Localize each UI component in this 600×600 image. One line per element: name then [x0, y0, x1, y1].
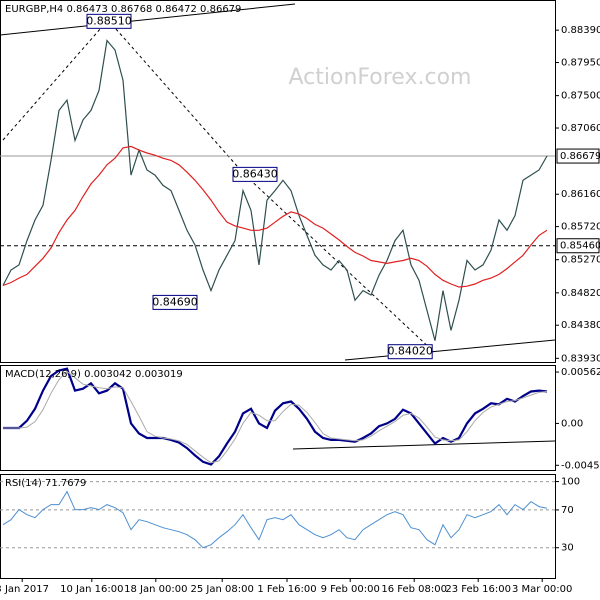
x-tick-label: 16 Feb 08:00	[381, 584, 447, 595]
trendline	[0, 3, 296, 36]
y-tick-label: 0.005627	[561, 367, 600, 378]
x-tick-label: 3 Mar 00:00	[512, 584, 572, 595]
y-tick-label: 70	[561, 505, 574, 516]
y-tick-label: 0.87950	[561, 58, 600, 69]
panel-title: RSI(14) 71.7679	[5, 478, 86, 489]
y-tick-label: -0.004586	[561, 460, 600, 471]
x-tick-label: 10 Jan 16:00	[60, 584, 123, 595]
y-tick-label: 0.83930	[561, 353, 600, 364]
annotation-label: 0.84690	[152, 295, 198, 308]
x-tick-label: 23 Feb 16:00	[445, 584, 511, 595]
annotation-label: 0.88510	[86, 14, 132, 27]
panel-title: EURGBP,H4 0.86473 0.86768 0.86472 0.8667…	[5, 4, 241, 15]
level-label: 0.86679	[560, 151, 600, 162]
y-tick-label: 0.87500	[561, 91, 600, 102]
panel-title: MACD(12,26,9) 0.003042 0.003019	[5, 369, 183, 380]
y-tick-label: 0.85270	[561, 255, 600, 266]
trendline	[292, 440, 556, 450]
x-tick-label: 9 Feb 00:00	[321, 584, 380, 595]
series-line	[2, 490, 548, 549]
series-line	[3, 370, 548, 464]
y-tick-label: 0.84820	[561, 288, 600, 299]
y-tick-label: 0.00	[561, 418, 583, 429]
trendline	[107, 19, 246, 176]
annotation-box	[86, 13, 132, 29]
y-tick-label: 0.85720	[561, 222, 600, 233]
trendline	[244, 174, 435, 353]
panel-frame	[0, 365, 556, 471]
annotation-label: 0.84020	[387, 345, 433, 358]
annotation-label: 0.86430	[232, 167, 278, 180]
panel-frame	[0, 0, 556, 363]
panel-frame	[0, 474, 556, 579]
x-tick-label: 18 Jan 00:00	[124, 584, 187, 595]
y-tick-label: 0.86160	[561, 189, 600, 200]
y-tick-label: 0.88390	[561, 25, 600, 36]
x-tick-label: 1 Feb 16:00	[257, 584, 316, 595]
level-label-box	[556, 238, 600, 254]
level-label: 0.85460	[560, 241, 600, 252]
series-line	[2, 39, 548, 341]
y-tick-label: 30	[561, 543, 574, 554]
x-tick-label: 25 Jan 08:00	[191, 584, 254, 595]
trendline	[2, 19, 109, 141]
annotation-box	[387, 344, 433, 360]
series-line	[2, 145, 548, 288]
annotation-box	[152, 294, 198, 310]
y-tick-label: 0.84380	[561, 320, 600, 331]
y-tick-label: 0.87060	[561, 123, 600, 134]
x-tick-label: 3 Jan 2017	[0, 584, 49, 595]
level-label-box	[556, 148, 600, 164]
watermark: ActionForex.com	[289, 65, 472, 90]
y-tick-label: 100	[561, 477, 580, 488]
annotation-box	[232, 166, 278, 182]
trendline	[344, 339, 556, 361]
